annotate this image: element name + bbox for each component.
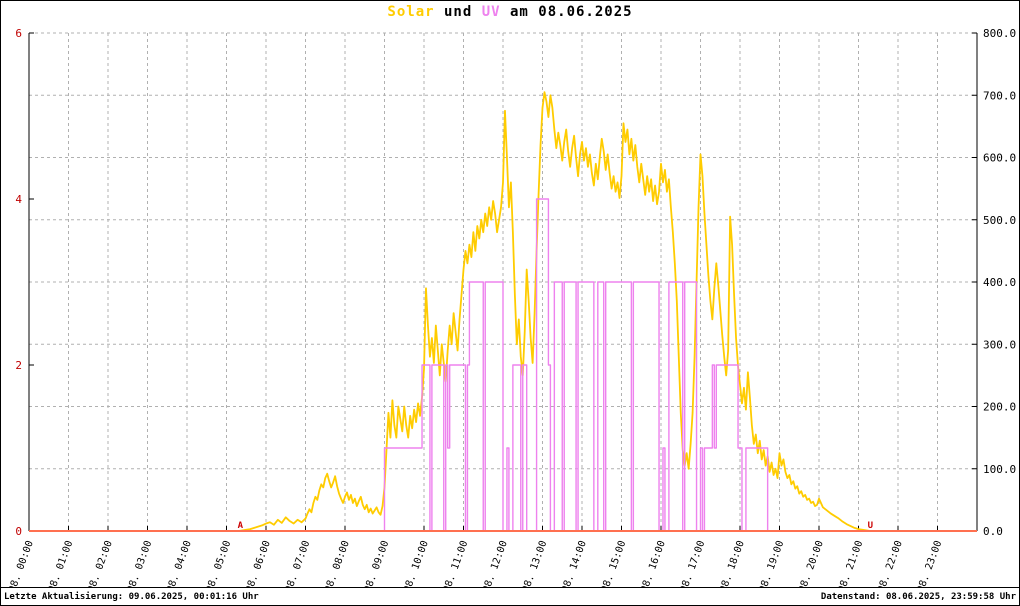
x-axis-tick-label: 08. 18:00 <box>718 539 747 587</box>
data-timestamp-text: Datenstand: 08.06.2025, 23:59:58 Uhr <box>820 591 1016 602</box>
x-axis-tick-label: 08. 11:00 <box>441 539 470 587</box>
solar-uv-line-chart: 0 2 4 6 0.0 100.0 200.0 300.0 400.0 500.0 600.0 700… <box>7 27 1016 587</box>
x-axis-tick-label: 08. 19:00 <box>757 539 786 587</box>
right-axis-tick-label: 700.0 <box>983 89 1016 102</box>
last-update-text: Letzte Aktualisierung: 09.06.2025, 00:01… <box>4 591 259 602</box>
x-axis-tick-label: 08. 12:00 <box>481 539 510 587</box>
x-axis-tick-label: 08. 04:00 <box>165 539 194 587</box>
x-axis-tick-label: 08. 21:00 <box>836 539 865 587</box>
x-axis-tick-label: 08. 06:00 <box>244 539 273 587</box>
footer-bar: Letzte Aktualisierung: 09.06.2025, 00:01… <box>1 587 1019 605</box>
x-axis-tick-label: 08. 08:00 <box>323 539 352 587</box>
x-axis-tick-label: 08. 09:00 <box>362 539 391 587</box>
chart-title: Solar und UV am 08.06.2025 <box>1 4 1019 20</box>
title-solar-word: Solar <box>387 4 435 20</box>
sunset-marker: U <box>868 521 873 531</box>
left-axis-tick-label: 6 <box>15 27 22 40</box>
x-axis-tick-label: 08. 03:00 <box>125 539 154 587</box>
right-axis-tick-label: 0.0 <box>983 525 1003 538</box>
x-axis-tick-label: 08. 13:00 <box>520 539 549 587</box>
title-und-word: und <box>434 4 482 20</box>
right-axis-tick-label: 300.0 <box>983 338 1016 351</box>
left-axis-tick-label: 4 <box>15 193 22 206</box>
x-axis-tick-label: 08. 10:00 <box>402 539 431 587</box>
x-axis-tick-label: 08. 23:00 <box>915 539 944 587</box>
x-axis-tick-label: 08. 05:00 <box>204 539 233 587</box>
x-axis-tick-label: 08. 15:00 <box>599 539 628 587</box>
x-axis-tick-label: 08. 00:00 <box>7 539 36 587</box>
x-axis-tick-label: 08. 01:00 <box>46 539 75 587</box>
x-axis-tick-label: 08. 22:00 <box>876 539 905 587</box>
right-axis-tick-label: 600.0 <box>983 152 1016 165</box>
x-axis-tick-label: 08. 07:00 <box>283 539 312 587</box>
left-axis-tick-label: 0 <box>15 525 22 538</box>
x-axis-tick-label: 08. 14:00 <box>560 539 589 587</box>
right-axis-tick-label: 800.0 <box>983 27 1016 40</box>
right-axis-tick-label: 400.0 <box>983 276 1016 289</box>
sunrise-marker: A <box>238 521 244 531</box>
x-axis-tick-label: 08. 17:00 <box>678 539 707 587</box>
uv-series-line <box>29 198 977 532</box>
title-date-part: am 08.06.2025 <box>500 4 633 20</box>
title-uv-word: UV <box>481 4 501 20</box>
x-axis-tick-label: 08. 02:00 <box>86 539 115 587</box>
right-axis-tick-label: 500.0 <box>983 214 1016 227</box>
x-axis-tick-label: 08. 20:00 <box>797 539 826 587</box>
solar-series-line <box>29 91 977 532</box>
right-axis-tick-label: 100.0 <box>983 463 1016 476</box>
left-axis-tick-label: 2 <box>15 359 22 372</box>
right-axis-tick-label: 200.0 <box>983 401 1016 414</box>
x-axis-tick-label: 08. 16:00 <box>639 539 668 587</box>
